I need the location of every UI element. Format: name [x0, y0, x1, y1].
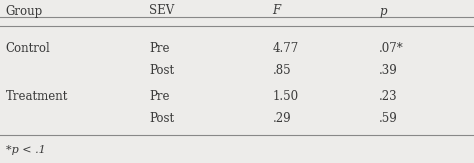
- Text: 4.77: 4.77: [273, 42, 299, 54]
- Text: *p < .1: *p < .1: [6, 145, 46, 155]
- Text: .85: .85: [273, 64, 291, 76]
- Text: F: F: [273, 5, 281, 17]
- Text: .39: .39: [379, 64, 398, 76]
- Text: .29: .29: [273, 111, 291, 125]
- Text: SEV: SEV: [149, 5, 174, 17]
- Text: Post: Post: [149, 64, 174, 76]
- Text: Group: Group: [6, 5, 43, 17]
- Text: p: p: [379, 5, 387, 17]
- Text: 1.50: 1.50: [273, 90, 299, 104]
- Text: .59: .59: [379, 111, 398, 125]
- Text: Treatment: Treatment: [6, 90, 68, 104]
- Text: Control: Control: [6, 42, 50, 54]
- Text: .07*: .07*: [379, 42, 404, 54]
- Text: Pre: Pre: [149, 90, 170, 104]
- Text: Pre: Pre: [149, 42, 170, 54]
- Text: .23: .23: [379, 90, 398, 104]
- Text: Post: Post: [149, 111, 174, 125]
